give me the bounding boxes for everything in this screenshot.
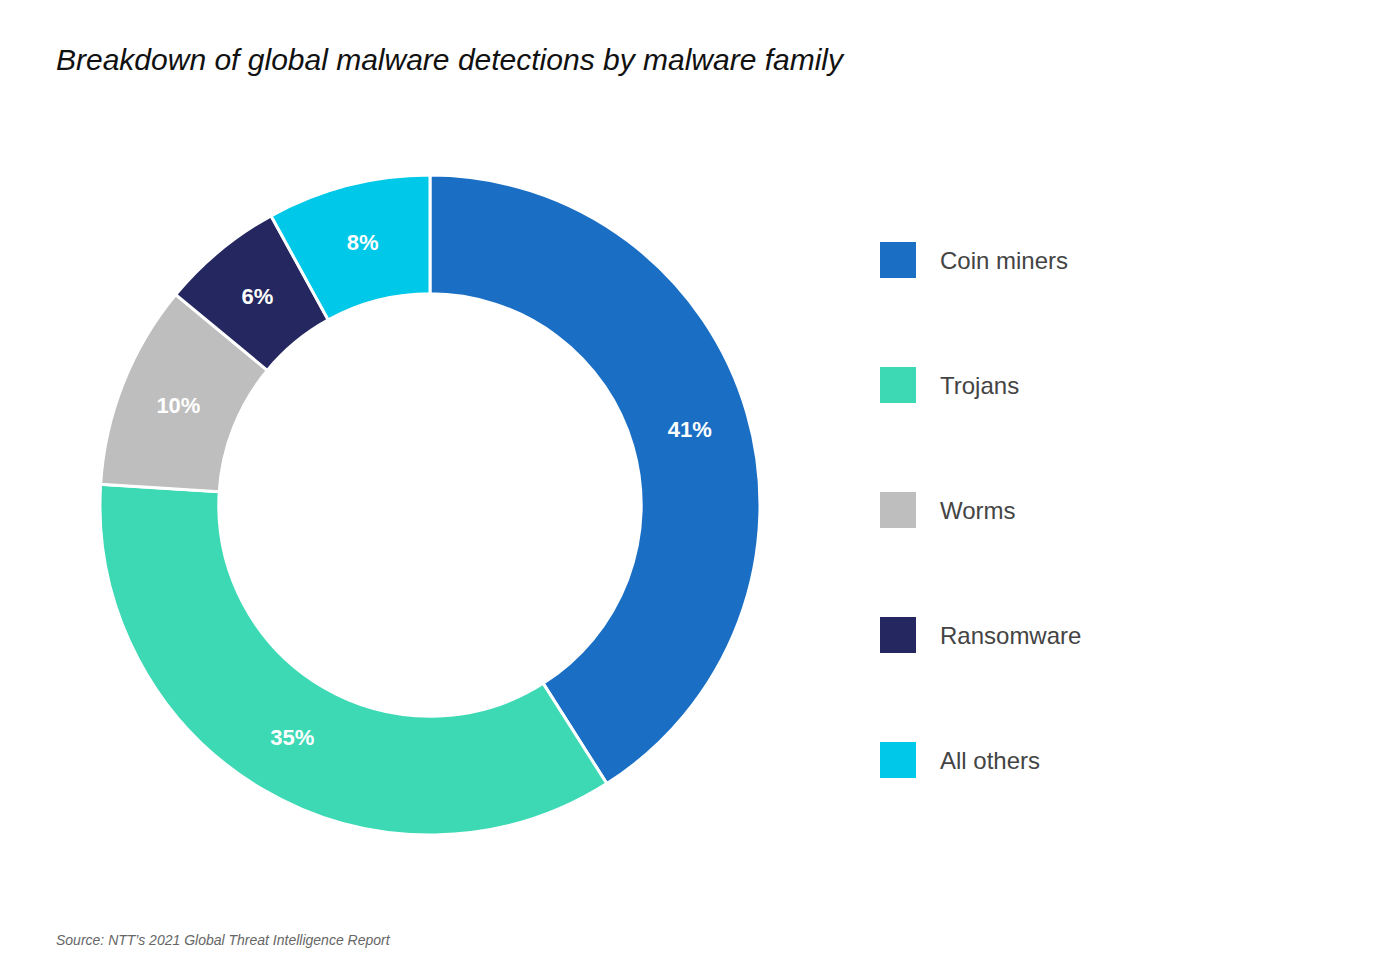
source: Source: NTT’s 2021 Global Threat Intelli… bbox=[56, 932, 391, 948]
data-label: 41% bbox=[668, 417, 712, 442]
legend-item: Ransomware bbox=[880, 617, 1081, 653]
chart-svg: Breakdown of global malware detections b… bbox=[0, 0, 1400, 973]
slice bbox=[430, 175, 760, 784]
slice bbox=[271, 175, 430, 320]
legend-label: Worms bbox=[940, 497, 1016, 524]
legend-item: Coin miners bbox=[880, 242, 1068, 278]
chart-container: Breakdown of global malware detections b… bbox=[0, 0, 1400, 973]
data-label: 8% bbox=[347, 230, 379, 255]
slice bbox=[100, 484, 607, 835]
legend-label: Ransomware bbox=[940, 622, 1081, 649]
legend-swatch bbox=[880, 242, 916, 278]
slices bbox=[100, 175, 760, 835]
legend-swatch bbox=[880, 492, 916, 528]
title: Breakdown of global malware detections b… bbox=[56, 43, 845, 76]
legend-swatch bbox=[880, 617, 916, 653]
background bbox=[0, 0, 1400, 973]
legend-swatch bbox=[880, 367, 916, 403]
legend: Coin miners Trojans Worms Ransomware All oth… bbox=[880, 242, 1081, 778]
legend-label: All others bbox=[940, 747, 1040, 774]
legend-item: Trojans bbox=[880, 367, 1019, 403]
legend-label: Trojans bbox=[940, 372, 1019, 399]
data-label: 35% bbox=[270, 725, 314, 750]
legend-item: Worms bbox=[880, 492, 1016, 528]
data-label: 6% bbox=[242, 284, 274, 309]
legend-label: Coin miners bbox=[940, 247, 1068, 274]
legend-item: All others bbox=[880, 742, 1040, 778]
data-label: 10% bbox=[156, 393, 200, 418]
data-labels: 41% 35% 10% 6% 8% bbox=[156, 230, 711, 750]
legend-swatch bbox=[880, 742, 916, 778]
